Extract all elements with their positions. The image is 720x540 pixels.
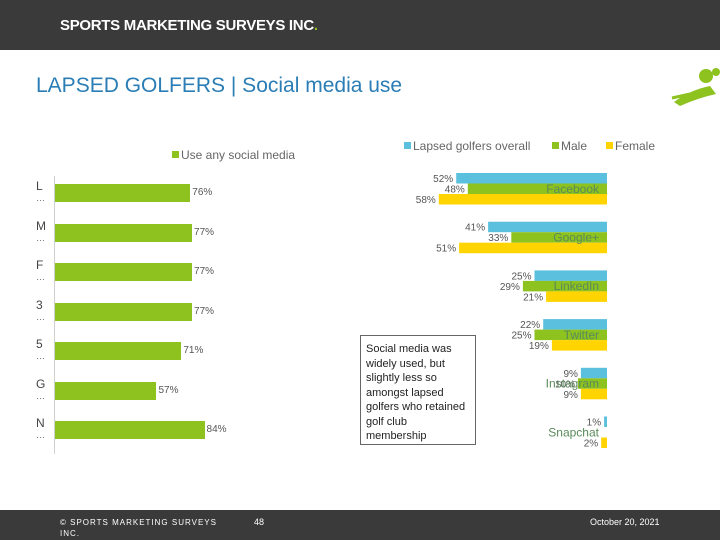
bar-female bbox=[580, 388, 607, 400]
bar-value-label: 84% bbox=[206, 424, 227, 435]
bar-male bbox=[467, 183, 607, 194]
bar-overall bbox=[456, 173, 607, 184]
bar-female bbox=[601, 437, 607, 448]
bar-value-label: 10% bbox=[555, 379, 575, 390]
category-label-ellipsis: … bbox=[36, 351, 45, 361]
bar-any-social bbox=[55, 381, 157, 400]
category-label: F… bbox=[36, 259, 54, 282]
platform-label: LinkedIn bbox=[554, 279, 599, 293]
category-label: M… bbox=[36, 220, 54, 243]
bar-any-social bbox=[55, 223, 193, 242]
left-chart-axis bbox=[54, 176, 55, 454]
bar-value-label: 9% bbox=[563, 369, 578, 380]
category-label-ellipsis: … bbox=[36, 232, 45, 243]
legend-female: Female bbox=[615, 139, 656, 153]
bar-value-label: 19% bbox=[529, 341, 549, 352]
page-title: LAPSED GOLFERS | Social media use bbox=[36, 74, 403, 97]
legend-swatch-male bbox=[552, 142, 559, 149]
category-label: 5… bbox=[36, 338, 54, 361]
category-label-text: N bbox=[36, 416, 45, 430]
category-label-text: L bbox=[36, 179, 43, 193]
bar-value-label: 77% bbox=[194, 305, 215, 317]
bar-value-label: 22% bbox=[520, 320, 540, 331]
platform-label: Google+ bbox=[553, 230, 599, 244]
bar-value-label: 58% bbox=[416, 195, 436, 206]
legend-any-social: Use any social media bbox=[181, 148, 296, 162]
bar-overall bbox=[488, 221, 607, 233]
category-label-ellipsis: … bbox=[36, 272, 45, 282]
legend-swatch-female bbox=[606, 142, 613, 149]
platform-label: Facebook bbox=[546, 182, 600, 196]
footer-bar bbox=[0, 510, 720, 540]
brand-logo-text: SPORTS MARKETING SURVEYS INC. bbox=[60, 17, 318, 34]
category-label-ellipsis: … bbox=[36, 311, 45, 322]
bar-value-label: 57% bbox=[158, 384, 179, 396]
category-label-ellipsis: … bbox=[36, 193, 45, 203]
bar-overall bbox=[534, 270, 607, 281]
bar-any-social bbox=[55, 342, 182, 360]
bar-male bbox=[578, 378, 607, 389]
legend-swatch-overall bbox=[404, 142, 411, 149]
bar-value-label: 41% bbox=[465, 223, 485, 234]
bar-any-social bbox=[55, 421, 205, 439]
bar-value-label: 2% bbox=[584, 439, 599, 450]
bar-male bbox=[522, 280, 607, 292]
category-label-text: 5 bbox=[36, 337, 43, 351]
platform-label: Twitter bbox=[564, 328, 599, 342]
bar-value-label: 9% bbox=[563, 390, 578, 401]
bar-value-label: 76% bbox=[192, 187, 213, 198]
bar-value-label: 21% bbox=[523, 292, 543, 303]
bar-male bbox=[511, 232, 607, 243]
bar-any-social bbox=[55, 302, 193, 321]
bar-value-label: 52% bbox=[433, 174, 453, 185]
top-bar bbox=[0, 0, 720, 50]
page-number: 48 bbox=[254, 517, 265, 527]
bar-value-label: 29% bbox=[500, 282, 520, 293]
category-label-ellipsis: … bbox=[36, 390, 45, 401]
footer-date: October 20, 2021 bbox=[590, 517, 660, 527]
bar-any-social bbox=[55, 263, 193, 281]
bar-female bbox=[546, 291, 607, 302]
category-label: G… bbox=[36, 378, 54, 401]
bar-value-label: 51% bbox=[436, 244, 456, 255]
category-label: L… bbox=[36, 180, 54, 203]
footer-copyright: © SPORTS MARKETING SURVEYS INC. bbox=[60, 518, 217, 538]
platform-label: Instagram bbox=[546, 377, 599, 391]
category-label-ellipsis: … bbox=[36, 430, 45, 440]
category-label: 3… bbox=[36, 299, 54, 322]
bar-value-label: 25% bbox=[511, 271, 531, 282]
bar-value-label: 77% bbox=[194, 266, 215, 277]
platform-label: Snapchat bbox=[548, 425, 599, 439]
bar-value-label: 71% bbox=[183, 345, 204, 356]
bar-male bbox=[534, 329, 607, 341]
category-label-text: 3 bbox=[36, 297, 43, 312]
bar-value-label: 33% bbox=[488, 233, 508, 244]
bar-female bbox=[438, 194, 607, 205]
bar-value-label: 77% bbox=[194, 226, 215, 238]
bar-value-label: 1% bbox=[587, 418, 602, 429]
bar-female bbox=[459, 242, 607, 254]
bar-overall bbox=[543, 319, 607, 330]
bar-value-label: 48% bbox=[445, 185, 465, 196]
category-label: N… bbox=[36, 417, 54, 440]
bar-overall bbox=[604, 416, 607, 427]
bar-female bbox=[551, 340, 607, 351]
bar-any-social bbox=[55, 184, 191, 202]
category-label-text: G bbox=[36, 376, 46, 391]
legend-swatch-any-social bbox=[172, 151, 179, 158]
bar-overall bbox=[580, 367, 607, 379]
category-label-text: M bbox=[36, 218, 46, 233]
category-label-text: F bbox=[36, 258, 44, 272]
golfer-icon bbox=[671, 68, 720, 106]
legend-male: Male bbox=[561, 139, 588, 153]
bar-value-label: 25% bbox=[511, 331, 531, 342]
legend-overall: Lapsed golfers overall bbox=[413, 139, 531, 153]
note-box: Social media was widely used, but slight… bbox=[360, 335, 476, 445]
